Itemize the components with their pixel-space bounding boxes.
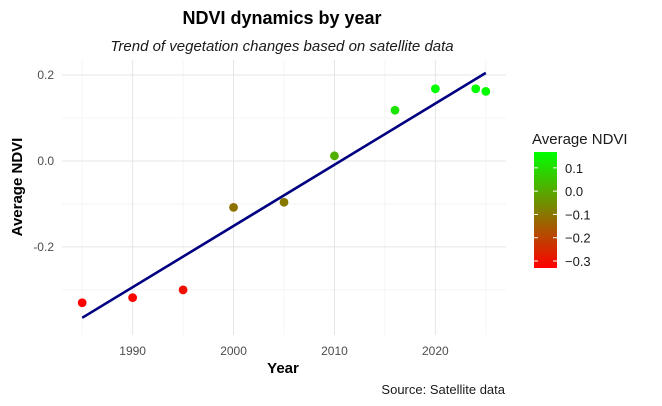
data-point <box>430 84 440 94</box>
legend-tick-label: −0.3 <box>565 254 591 269</box>
y-tick-label: 0.0 <box>37 154 54 168</box>
x-axis-title: Year <box>267 360 299 377</box>
chart-subtitle: Trend of vegetation changes based on sat… <box>110 38 453 55</box>
data-point <box>279 197 289 207</box>
x-tick-label: 2020 <box>422 344 449 358</box>
x-tick-labels: 1990 2000 2010 2020 <box>119 344 449 358</box>
data-point <box>471 84 481 94</box>
data-point <box>229 202 238 212</box>
x-tick-label: 2000 <box>220 344 247 358</box>
y-tick-label: 0.2 <box>37 68 54 82</box>
color-legend: Average NDVI 0.1 0.0 −0.1 −0.2 −0.3 <box>532 131 628 269</box>
y-tick-labels: -0.2 0.0 0.2 <box>33 68 54 254</box>
caption: Source: Satellite data <box>381 382 505 397</box>
data-point <box>128 293 138 303</box>
legend-title: Average NDVI <box>532 131 628 148</box>
data-point <box>481 86 491 96</box>
data-points <box>77 84 491 308</box>
legend-tick-label: −0.1 <box>565 207 591 222</box>
data-point <box>178 285 188 295</box>
trend-line <box>81 71 487 319</box>
data-point <box>77 298 87 308</box>
legend-colorbar <box>534 152 557 268</box>
data-point <box>390 105 400 115</box>
trend-line-group <box>81 71 487 319</box>
legend-tick-label: 0.0 <box>565 184 583 199</box>
grid <box>62 60 506 335</box>
x-tick-label: 1990 <box>119 344 146 358</box>
y-tick-label: -0.2 <box>33 240 54 254</box>
legend-tick-label: −0.2 <box>565 231 591 246</box>
y-axis-title: Average NDVI <box>9 138 26 237</box>
legend-ticks: 0.1 0.0 −0.1 −0.2 −0.3 <box>534 161 591 269</box>
data-point <box>330 151 339 161</box>
legend-tick-label: 0.1 <box>565 161 583 176</box>
x-tick-label: 2010 <box>321 344 348 358</box>
chart-title: NDVI dynamics by year <box>182 8 381 28</box>
